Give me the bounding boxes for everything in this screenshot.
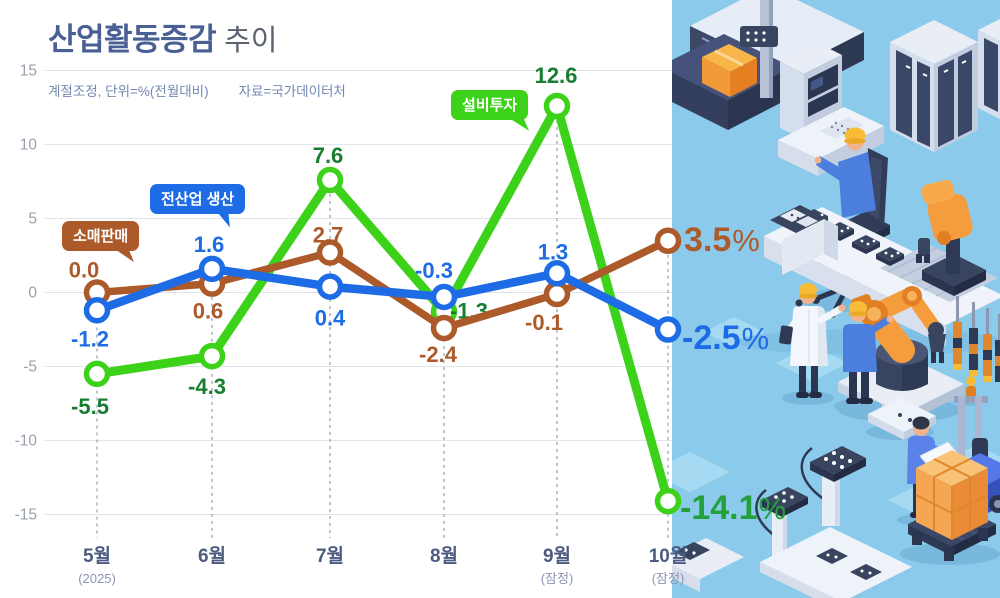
facility-investment-value-label: -4.3 — [188, 374, 226, 399]
facility-investment-value-label: 12.6 — [535, 63, 578, 88]
packing-station — [672, 0, 792, 130]
all-industry-production-value-label: 1.6 — [194, 232, 225, 257]
legend-badge-facility-investment: 설비투자 — [451, 90, 529, 120]
x-axis-label: 7월 — [316, 545, 344, 567]
all-industry-production-value-label: 0.4 — [315, 306, 346, 331]
page-title-rest: 추이 — [224, 25, 278, 57]
y-axis-tick: -15 — [15, 507, 37, 524]
x-axis-label: 9월 — [543, 545, 571, 567]
facility-investment-value-label: -1.3 — [450, 299, 488, 324]
retail-sales-line — [93, 236, 672, 332]
facility-investment-marker — [316, 166, 344, 194]
control-station — [778, 43, 884, 176]
final-value-facility-investment: -14.1% — [680, 489, 787, 527]
final-value-retail-sales: 3.5% — [684, 221, 760, 259]
all-industry-production-line — [92, 264, 673, 334]
retail-sales-value-label: 0.6 — [193, 299, 224, 324]
x-axis-label: 6월 — [198, 545, 226, 567]
facility-investment-marker — [543, 92, 571, 120]
final-value-all-industry-production: -2.5% — [682, 319, 770, 357]
x-axis-label: 8월 — [430, 545, 458, 567]
all-industry-production-marker — [316, 273, 344, 300]
chart-subtitle: 계절조정, 단위=%(전월대비) 자료=국가데이터처 — [48, 80, 346, 100]
retail-sales-value-label: 0.0 — [69, 258, 100, 283]
all-industry-production-value-label: -1.2 — [71, 326, 109, 351]
legend-badge-facility-investment-label: 설비투자 — [462, 97, 518, 114]
retail-sales-marker — [83, 279, 111, 306]
legend-badge-all-industry-production-label: 전산업 생산 — [161, 191, 235, 208]
x-axis-label: 5월 — [83, 545, 111, 567]
legend-badge-retail-sales: 소매판매 — [62, 221, 140, 251]
y-axis-tick: -10 — [15, 433, 38, 450]
page-title-strong: 산업활동증감 — [48, 22, 217, 57]
retail-sales-marker — [430, 314, 458, 342]
factory-illustration — [672, 0, 1000, 598]
facility-investment-marker — [430, 298, 458, 325]
facility-investment-value-label: 7.6 — [313, 143, 344, 168]
x-axis-sublabel: (2025) — [78, 571, 116, 586]
scientist-worker — [779, 283, 846, 405]
storage-cabinets — [890, 19, 1000, 152]
facility-investment-line — [92, 101, 673, 506]
suspended-tools — [953, 296, 1000, 382]
y-axis-tick: 0 — [28, 285, 37, 302]
inspection-robot — [916, 179, 986, 296]
legend-badge-all-industry-production: 전산업 생산 — [150, 184, 246, 214]
subtitle-source: 자료=국가데이터처 — [238, 84, 346, 99]
pick-robots — [672, 446, 912, 598]
facility-investment-marker — [198, 342, 226, 370]
all-industry-production-marker — [543, 260, 571, 287]
retail-sales-value-label: 2.7 — [313, 223, 344, 248]
all-industry-production-marker — [83, 297, 111, 324]
retail-sales-value-label: -2.4 — [419, 342, 458, 367]
retail-sales-marker — [543, 280, 571, 308]
legend-badge-retail-sales-label: 소매판매 — [73, 228, 129, 245]
pallet-boxes — [900, 450, 1000, 565]
all-industry-production-marker — [198, 255, 226, 283]
all-industry-production-marker — [430, 283, 458, 311]
subtitle-unit: 계절조정, 단위=%(전월대비) — [48, 84, 209, 99]
all-industry-production-value-label: -0.3 — [415, 258, 453, 283]
all-industry-production-value-label: 1.3 — [538, 239, 569, 264]
x-axis-sublabel: (잠정) — [541, 571, 574, 586]
facility-investment-value-label: -5.5 — [71, 394, 109, 419]
y-axis-tick: -5 — [23, 359, 37, 376]
facility-investment-marker — [83, 360, 111, 388]
retail-sales-value-label: -0.1 — [525, 310, 563, 335]
technician-worker — [834, 301, 894, 413]
page-title: 산업활동증감 추이 — [48, 14, 278, 59]
y-axis-tick: 15 — [20, 63, 37, 80]
y-axis-tick: 10 — [20, 137, 38, 154]
y-axis-tick: 5 — [28, 211, 37, 228]
retail-sales-marker — [316, 239, 344, 266]
factory-illustration-panel — [672, 0, 1000, 598]
retail-sales-marker — [198, 270, 226, 297]
